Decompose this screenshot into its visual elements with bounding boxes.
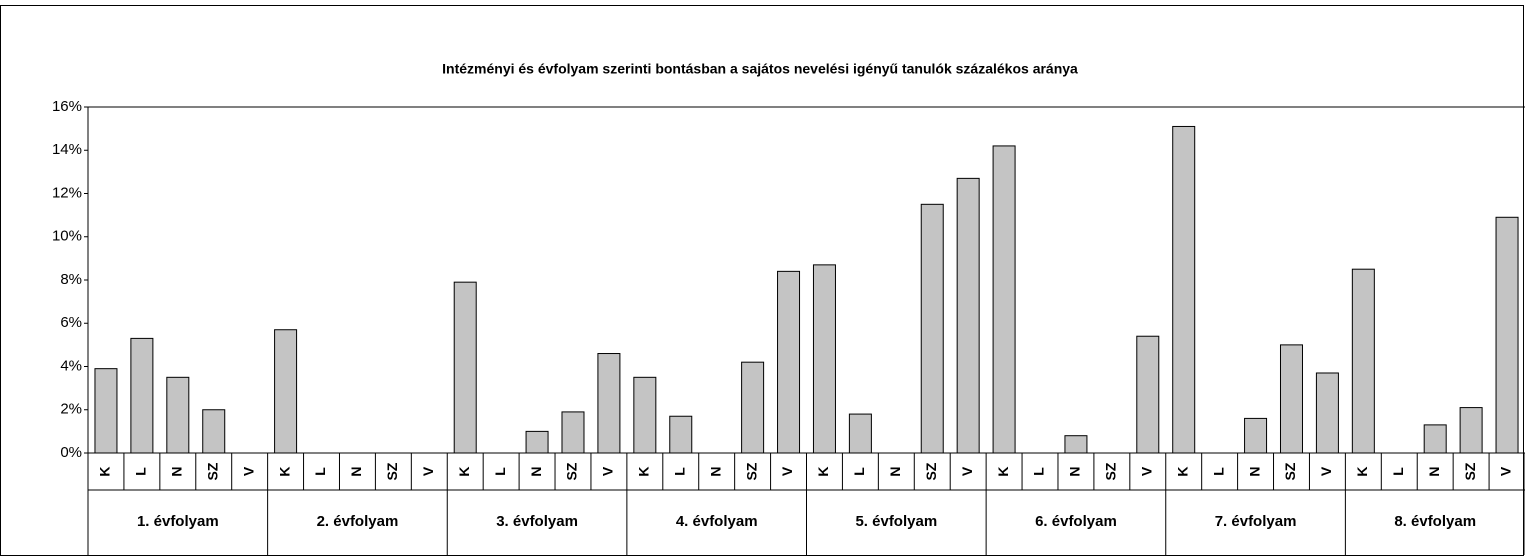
bar: [166, 376, 190, 454]
y-tick-label: 10%: [52, 228, 82, 245]
x-tick-label: V: [779, 466, 795, 476]
x-tick-label: K: [995, 466, 1011, 476]
bar: [920, 203, 944, 454]
bar: [1064, 435, 1088, 454]
bar: [525, 430, 549, 454]
x-tick-label: N: [528, 466, 544, 476]
bar: [992, 145, 1016, 454]
y-tick-label: 16%: [52, 98, 82, 115]
x-tick-label: K: [1354, 466, 1370, 476]
bar: [812, 264, 836, 454]
bar: [561, 411, 585, 454]
group-label: 5. évfolyam: [855, 513, 937, 530]
x-tick-label: SZ: [1462, 462, 1478, 480]
x-tick-label: V: [959, 466, 975, 476]
x-tick-label: N: [1426, 466, 1442, 476]
x-tick-label: V: [1498, 466, 1514, 476]
x-tick-label: K: [97, 466, 113, 476]
x-tick-label: N: [887, 466, 903, 476]
bar: [1351, 268, 1375, 454]
bar: [1423, 424, 1447, 454]
bar: [956, 177, 980, 454]
y-tick-label: 12%: [52, 184, 82, 201]
x-tick-label: SZ: [564, 462, 580, 480]
group-label: 2. évfolyam: [317, 513, 399, 530]
bar: [597, 353, 621, 454]
bar: [1136, 335, 1160, 454]
group-label: 8. évfolyam: [1394, 513, 1476, 530]
bar: [130, 337, 154, 454]
bar: [741, 361, 765, 454]
x-tick-label: K: [815, 466, 831, 476]
y-tick-label: 14%: [52, 141, 82, 158]
chart-title: Intézményi és évfolyam szerinti bontásba…: [442, 61, 1078, 77]
bar: [669, 415, 693, 454]
x-tick-label: L: [133, 467, 149, 476]
y-tick-label: 4%: [60, 357, 82, 374]
x-tick-label: K: [456, 466, 472, 476]
group-label: 4. évfolyam: [676, 513, 758, 530]
x-tick-label: L: [1210, 467, 1226, 476]
x-tick-label: L: [851, 467, 867, 476]
x-tick-label: L: [671, 467, 687, 476]
x-tick-label: L: [492, 467, 508, 476]
x-tick-label: SZ: [1103, 462, 1119, 480]
x-tick-label: N: [1067, 466, 1083, 476]
x-tick-label: N: [169, 466, 185, 476]
x-tick-label: SZ: [1282, 462, 1298, 480]
x-tick-label: V: [240, 466, 256, 476]
bar: [1315, 372, 1339, 454]
bar: [1172, 125, 1196, 454]
chart-border: [0, 5, 1524, 556]
x-tick-label: L: [312, 467, 328, 476]
x-tick-label: SZ: [743, 462, 759, 480]
x-tick-label: N: [348, 466, 364, 476]
group-label: 6. évfolyam: [1035, 513, 1117, 530]
bar: [94, 368, 118, 454]
y-tick-label: 6%: [60, 314, 82, 331]
group-label: 7. évfolyam: [1215, 513, 1297, 530]
x-tick-label: V: [420, 466, 436, 476]
x-tick-label: SZ: [204, 462, 220, 480]
bar: [777, 270, 801, 454]
x-tick-label: K: [1174, 466, 1190, 476]
x-tick-label: SZ: [923, 462, 939, 480]
bar: [1459, 407, 1483, 454]
x-tick-label: N: [1246, 466, 1262, 476]
group-label: 1. évfolyam: [137, 513, 219, 530]
bar: [633, 376, 657, 454]
x-tick-label: V: [1318, 466, 1334, 476]
x-tick-label: N: [707, 466, 723, 476]
bar: [1279, 344, 1303, 454]
bar: [453, 281, 477, 454]
x-tick-label: K: [276, 466, 292, 476]
group-label: 3. évfolyam: [496, 513, 578, 530]
x-tick-label: K: [636, 466, 652, 476]
bar: [848, 413, 872, 454]
x-tick-label: L: [1390, 467, 1406, 476]
y-tick-label: 2%: [60, 401, 82, 418]
bar: [202, 409, 226, 454]
x-tick-label: L: [1031, 467, 1047, 476]
x-tick-label: V: [1138, 466, 1154, 476]
bar: [1244, 417, 1268, 454]
x-tick-label: SZ: [384, 462, 400, 480]
y-tick-label: 0%: [60, 444, 82, 461]
x-tick-label: V: [600, 466, 616, 476]
y-tick-label: 8%: [60, 271, 82, 288]
bar: [1495, 216, 1519, 454]
bar: [274, 329, 298, 454]
